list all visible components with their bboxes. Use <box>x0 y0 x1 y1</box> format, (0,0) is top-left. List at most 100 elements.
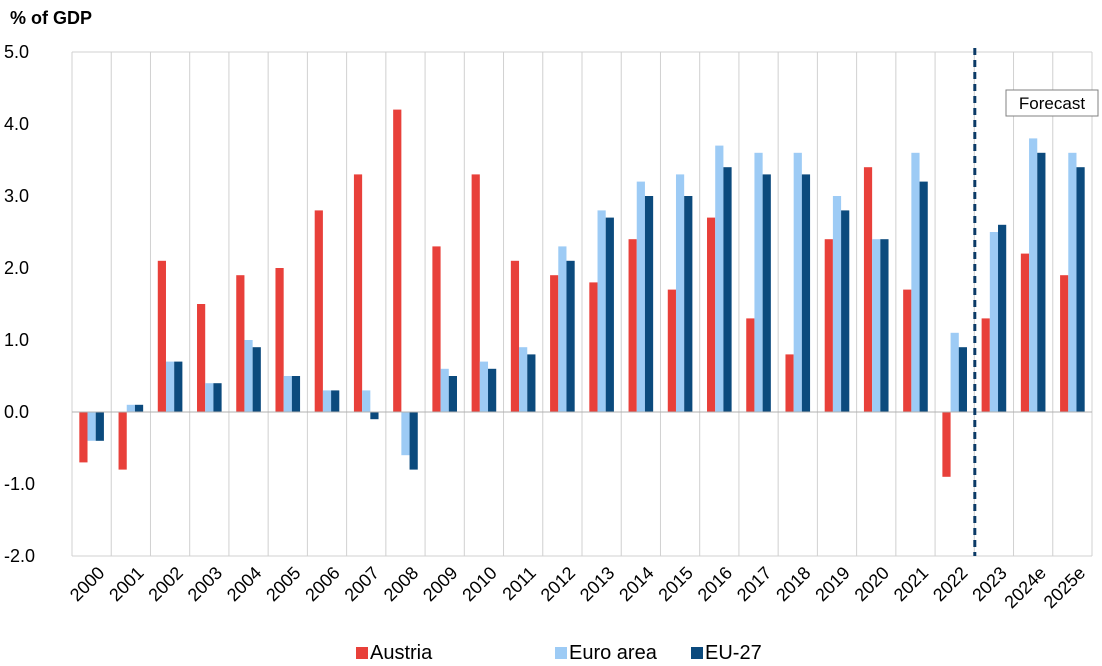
bar-austria <box>314 210 323 412</box>
x-tick-label: 2007 <box>341 563 383 605</box>
bar-euro-area <box>636 181 645 412</box>
x-tick-label: 2024e <box>1000 563 1050 613</box>
y-tick-label: 1.0 <box>4 330 29 350</box>
bar-austria <box>393 109 402 412</box>
bar-eu-27 <box>723 167 732 412</box>
bar-austria <box>942 412 951 477</box>
bar-eu-27 <box>684 196 693 412</box>
bar-euro-area <box>1068 152 1077 413</box>
bar-euro-area <box>872 239 881 412</box>
bar-eu-27 <box>644 196 654 412</box>
y-tick-label: 0.0 <box>4 402 29 422</box>
x-tick-label: 2011 <box>498 563 540 605</box>
bar-euro-area <box>715 145 724 412</box>
bar-eu-27 <box>801 174 811 412</box>
bar-euro-area <box>479 361 489 412</box>
bar-austria <box>863 167 873 412</box>
bar-austria <box>118 412 127 470</box>
x-tick-label: 2012 <box>537 563 579 605</box>
x-tick-label: 2004 <box>223 563 265 605</box>
bar-eu-27 <box>880 239 889 412</box>
legend-swatch-eu-27 <box>691 647 703 659</box>
bar-eu-27 <box>527 354 536 412</box>
x-tick-label: 2017 <box>733 563 775 605</box>
bar-eu-27 <box>174 361 183 412</box>
x-tick-label: 2016 <box>694 563 736 605</box>
bar-austria <box>79 412 88 463</box>
bar-austria <box>1060 275 1069 412</box>
bar-austria <box>157 260 166 412</box>
bar-euro-area <box>205 383 214 412</box>
x-tick-label: 2018 <box>772 563 814 605</box>
bar-eu-27 <box>488 368 497 412</box>
y-tick-label: 4.0 <box>4 114 29 134</box>
bar-austria <box>432 246 441 412</box>
x-tick-label: 2008 <box>380 563 422 605</box>
bar-euro-area <box>558 246 567 412</box>
bar-eu-27 <box>252 347 261 412</box>
bar-euro-area <box>597 210 606 412</box>
x-tick-label: 2013 <box>576 563 618 605</box>
x-tick-label: 2002 <box>144 563 186 605</box>
x-tick-label: 2000 <box>66 563 108 605</box>
bar-austria <box>981 318 990 412</box>
bar-eu-27 <box>448 376 457 412</box>
bar-euro-area <box>754 152 763 413</box>
bar-euro-area <box>911 152 920 413</box>
y-tick-label: 2.0 <box>4 258 29 278</box>
bar-euro-area <box>519 347 528 412</box>
x-tick-label: 2010 <box>458 563 500 605</box>
bar-austria <box>589 282 598 412</box>
bar-austria <box>1020 253 1030 412</box>
bar-eu-27 <box>919 181 928 412</box>
bar-eu-27 <box>95 412 104 441</box>
bar-eu-27 <box>841 210 850 412</box>
bar-euro-area <box>362 390 371 412</box>
bar-eu-27 <box>566 260 575 412</box>
y-tick-label: -2.0 <box>4 546 35 566</box>
x-tick-label: 2015 <box>654 563 696 605</box>
bar-eu-27 <box>213 383 222 412</box>
x-tick-label: 2006 <box>301 563 343 605</box>
x-tick-label: 2025e <box>1040 563 1090 613</box>
bar-austria <box>707 217 716 412</box>
bar-austria <box>785 354 794 412</box>
bar-austria <box>353 174 363 412</box>
bar-eu-27 <box>291 376 301 412</box>
bar-austria <box>236 275 245 412</box>
bar-austria <box>628 239 637 412</box>
bar-austria <box>903 289 912 412</box>
bar-eu-27 <box>1037 152 1046 413</box>
y-tick-label: 5.0 <box>4 42 29 62</box>
y-tick-label: 3.0 <box>4 186 29 206</box>
bar-eu-27 <box>134 404 144 412</box>
bar-austria <box>275 268 284 412</box>
bar-euro-area <box>322 390 332 412</box>
x-tick-label: 2022 <box>929 563 971 605</box>
legend-swatch-austria <box>356 647 368 659</box>
y-tick-label: -1.0 <box>4 474 35 494</box>
y-axis-label: % of GDP <box>10 8 92 28</box>
bar-austria <box>746 318 755 412</box>
bar-euro-area <box>165 361 175 412</box>
x-tick-label: 2003 <box>184 563 226 605</box>
bar-euro-area <box>244 340 253 412</box>
bar-austria <box>471 174 480 412</box>
bar-euro-area <box>440 368 449 412</box>
legend-label: Euro area <box>569 642 658 664</box>
x-tick-label: 2014 <box>615 563 657 605</box>
bar-euro-area <box>950 332 959 412</box>
bar-euro-area <box>832 196 842 412</box>
bar-eu-27 <box>370 412 379 420</box>
x-tick-label: 2001 <box>105 563 147 605</box>
bar-austria <box>197 304 206 412</box>
bar-euro-area <box>1029 138 1038 412</box>
x-tick-label: 2019 <box>811 563 853 605</box>
bar-euro-area <box>126 404 135 412</box>
bar-eu-27 <box>762 174 771 412</box>
bar-euro-area <box>989 232 999 412</box>
bar-euro-area <box>401 412 410 456</box>
x-tick-label: 2005 <box>262 563 304 605</box>
bar-euro-area <box>87 412 96 441</box>
